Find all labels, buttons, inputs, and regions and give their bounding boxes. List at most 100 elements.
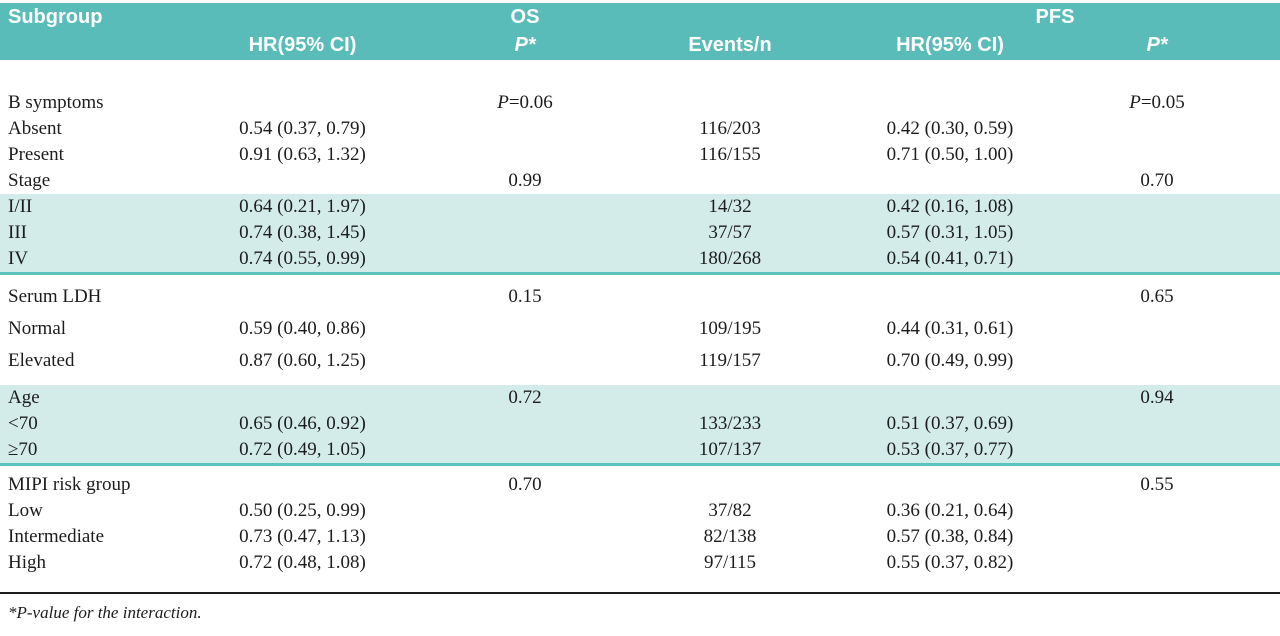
cell-subgroup: IV: [0, 246, 185, 275]
cell-os-p: [420, 550, 630, 576]
cell-pfs-p: [1070, 345, 1280, 377]
header-pfs-group: PFS: [830, 3, 1280, 31]
spacer-row: [0, 465, 1280, 473]
cell-events: [630, 385, 830, 411]
cell-os-p: 0.99: [508, 170, 542, 191]
cell-os-hr: 0.74 (0.55, 0.99): [185, 246, 420, 275]
cell-events: 109/195: [698, 318, 762, 339]
cell-pfs-p: 0.55: [1140, 474, 1174, 495]
cell-pfs-hr: 0.71 (0.50, 1.00): [886, 144, 1014, 165]
cell-os-p: 0.70: [508, 474, 542, 495]
cell-events: [630, 168, 830, 194]
cell-subgroup: III: [0, 220, 185, 246]
header-hr-os: HR(95% CI): [185, 31, 420, 60]
cell-events: 119/157: [699, 350, 761, 371]
table-header: Subgroup OS PFS HR(95% CI) P* Events/n H…: [0, 3, 1280, 60]
table-body: B symptoms P=0.06 P=0.05 Absent 0.54 (0.…: [0, 60, 1280, 576]
table-row: ≥70 0.72 (0.49, 1.05) 107/137 0.53 (0.37…: [0, 437, 1280, 466]
table-row: I/II 0.64 (0.21, 1.97) 14/32 0.42 (0.16,…: [0, 194, 1280, 220]
cell-pfs-hr: 0.53 (0.37, 0.77): [830, 437, 1070, 466]
cell-os-p: [420, 116, 630, 142]
table-row: Present 0.91 (0.63, 1.32) 116/155 0.71 (…: [0, 142, 1280, 168]
cell-subgroup: Elevated: [8, 350, 75, 371]
footnote: *P-value for the interaction.: [8, 603, 202, 622]
cell-events: 14/32: [630, 194, 830, 220]
cell-subgroup: <70: [0, 411, 185, 437]
cell-pfs-hr: [830, 168, 1070, 194]
cell-os-p: [420, 194, 630, 220]
table-row: <70 0.65 (0.46, 0.92) 133/233 0.51 (0.37…: [0, 411, 1280, 437]
cell-subgroup: B symptoms: [8, 92, 104, 113]
cell-pfs-p: [1070, 411, 1280, 437]
header-os-group: OS: [420, 3, 630, 31]
cell-os-hr: 0.74 (0.38, 1.45): [185, 220, 420, 246]
cell-os-p: [420, 246, 630, 275]
table-row: Stage 0.99 0.70: [0, 168, 1280, 194]
cell-pfs-p: [1070, 550, 1280, 576]
header-subgroup: Subgroup: [0, 3, 185, 31]
cell-subgroup: Absent: [8, 118, 62, 139]
table-row: Absent 0.54 (0.37, 0.79) 116/203 0.42 (0…: [0, 116, 1280, 142]
cell-pfs-p: [1070, 194, 1280, 220]
cell-pfs-p: [1070, 246, 1280, 275]
header-row-groups: Subgroup OS PFS: [0, 3, 1280, 31]
cell-os-p: [420, 437, 630, 466]
cell-pfs-p: 0.65: [1140, 286, 1174, 307]
table-row: Age 0.72 0.94: [0, 385, 1280, 411]
cell-pfs-hr: 0.57 (0.31, 1.05): [830, 220, 1070, 246]
cell-os-p: P=0.06: [420, 90, 630, 116]
cell-subgroup: Intermediate: [8, 526, 105, 547]
spacer-row: [0, 60, 1280, 90]
table-row: III 0.74 (0.38, 1.45) 37/57 0.57 (0.31, …: [0, 220, 1280, 246]
cell-pfs-hr: 0.70 (0.49, 0.99): [886, 350, 1014, 371]
cell-os-p: [420, 345, 630, 377]
cell-os-hr: [185, 168, 420, 194]
cell-events: 97/115: [703, 552, 757, 573]
page: Subgroup OS PFS HR(95% CI) P* Events/n H…: [0, 3, 1280, 636]
cell-os-hr: 0.91 (0.63, 1.32): [239, 144, 366, 165]
cell-subgroup: Present: [8, 144, 64, 165]
cell-os-p: 0.72: [420, 385, 630, 411]
table-row: Elevated 0.87 (0.60, 1.25) 119/157 0.70 …: [0, 345, 1280, 377]
cell-os-hr: 0.50 (0.25, 0.99): [239, 500, 366, 521]
cell-pfs-p: [1070, 498, 1280, 524]
p-value: =0.05: [1140, 92, 1185, 113]
p-symbol: P: [1129, 92, 1141, 113]
cell-pfs-hr: [830, 90, 1070, 116]
divider-rule: [0, 592, 1280, 594]
cell-pfs-p: [1070, 220, 1280, 246]
cell-os-p: 0.15: [508, 286, 542, 307]
cell-events: [630, 281, 830, 313]
cell-os-hr: [185, 472, 420, 498]
cell-subgroup: I/II: [0, 194, 185, 220]
cell-events: 37/82: [708, 500, 752, 521]
cell-os-p: [420, 524, 630, 550]
cell-pfs-hr: [830, 385, 1070, 411]
cell-pfs-hr: 0.57 (0.38, 0.84): [886, 526, 1014, 547]
header-p-os: P*: [420, 31, 630, 60]
cell-os-hr: 0.65 (0.46, 0.92): [185, 411, 420, 437]
cell-events: 116/155: [699, 144, 761, 165]
cell-os-p: [420, 313, 630, 345]
cell-subgroup: Age: [0, 385, 185, 411]
cell-events: [630, 472, 830, 498]
spacer-row: [0, 377, 1280, 385]
table-row: Normal 0.59 (0.40, 0.86) 109/195 0.44 (0…: [0, 313, 1280, 345]
cell-events: [630, 90, 830, 116]
table-row: Serum LDH 0.15 0.65: [0, 281, 1280, 313]
table-row: Low 0.50 (0.25, 0.99) 37/82 0.36 (0.21, …: [0, 498, 1280, 524]
cell-pfs-hr: 0.54 (0.41, 0.71): [830, 246, 1070, 275]
header-events: Events/n: [630, 31, 830, 60]
cell-os-p: [420, 411, 630, 437]
cell-events: 82/138: [703, 526, 757, 547]
cell-events: 107/137: [630, 437, 830, 466]
cell-events: 116/203: [699, 118, 761, 139]
header-empty: [185, 3, 420, 31]
cell-pfs-hr: 0.42 (0.16, 1.08): [830, 194, 1070, 220]
table-row: IV 0.74 (0.55, 0.99) 180/268 0.54 (0.41,…: [0, 246, 1280, 275]
cell-subgroup: High: [8, 552, 46, 573]
cell-pfs-hr: [830, 472, 1070, 498]
table-row: Intermediate 0.73 (0.47, 1.13) 82/138 0.…: [0, 524, 1280, 550]
p-symbol: P: [497, 92, 509, 113]
cell-os-p: [420, 142, 630, 168]
